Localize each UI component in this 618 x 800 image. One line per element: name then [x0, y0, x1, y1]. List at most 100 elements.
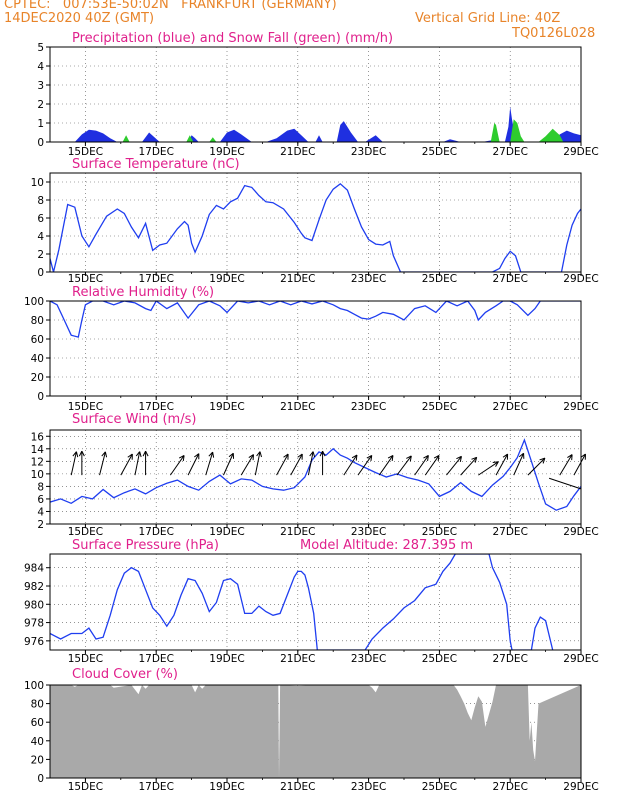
wind-arrow-shaft: [357, 455, 373, 476]
cloud-ytick-label: 60: [31, 717, 44, 729]
precip-xtick-label: 25DEC: [422, 146, 457, 158]
wind-arrow-head: [208, 451, 215, 458]
grid-line-note: Vertical Grid Line: 40Z: [415, 11, 561, 26]
wind-arrow-head: [351, 454, 358, 461]
precip-ytick-label: 5: [37, 42, 44, 54]
temp-ytick-label: 6: [37, 213, 44, 225]
wind-ytick-label: 10: [31, 469, 44, 481]
station-header: CPTEC: 007:53E-50:02N FRANKFURT (GERMANY…: [4, 0, 337, 12]
wind-arrow-head: [248, 454, 255, 461]
temp-xtick-label: 15DEC: [68, 273, 103, 285]
rh-ytick-label: 80: [31, 315, 44, 327]
cloud-xtick-label: 25DEC: [422, 781, 457, 793]
wind-arrow-shaft: [205, 451, 214, 476]
wind-arrow-head: [567, 454, 573, 461]
wind-arrow-shaft: [290, 453, 303, 476]
wind-arrow-shaft: [446, 456, 462, 476]
precip-xtick-label: 23DEC: [351, 146, 386, 158]
pressure-xtick-label: 27DEC: [492, 653, 527, 665]
cloud-xtick-label: 29DEC: [563, 781, 598, 793]
rh-xtick-label: 23DEC: [351, 401, 386, 413]
pressure-xtick-label: 25DEC: [422, 653, 457, 665]
pressure-subtitle: Model Altitude: 287.395 m: [300, 538, 473, 553]
wind-arrow-head: [518, 452, 525, 459]
wind-series-0: [50, 438, 581, 511]
cloud-frame: [49, 684, 582, 779]
wind-arrow-head: [580, 453, 586, 460]
rh-ytick-label: 100: [24, 296, 44, 308]
precip-xtick-label: 27DEC: [492, 146, 527, 158]
rh-xtick-label: 21DEC: [280, 401, 315, 413]
wind-ytick-label: 2: [37, 519, 44, 531]
wind-arrow-shaft: [223, 453, 234, 476]
rh-xtick-label: 27DEC: [492, 401, 527, 413]
rh-ytick-label: 60: [31, 334, 44, 346]
precip-series-0: [50, 106, 581, 142]
pressure-xtick-label: 15DEC: [68, 653, 103, 665]
wind-xtick-label: 29DEC: [563, 526, 598, 538]
temp-ytick-label: 4: [37, 231, 44, 243]
cloud-xtick-label: 19DEC: [209, 781, 244, 793]
temp-ytick-label: 2: [37, 249, 44, 261]
cloud-xtick-label: 27DEC: [492, 781, 527, 793]
wind-arrow-shaft: [559, 454, 573, 476]
pressure-ytick-label: 982: [24, 581, 44, 593]
precip-xtick-label: 17DEC: [138, 146, 173, 158]
wind-arrow-head: [387, 455, 394, 462]
precip-xtick-label: 19DEC: [209, 146, 244, 158]
wind-arrow-shaft: [254, 451, 261, 476]
wind-arrow-head: [423, 455, 429, 462]
precip-frame: [49, 46, 582, 143]
wind-arrow-head: [178, 455, 185, 462]
rh-frame: [49, 300, 582, 397]
wind-arrow-head: [309, 451, 316, 458]
rh-xtick-label: 17DEC: [138, 401, 173, 413]
cloud-series-0: [50, 685, 581, 778]
wind-arrow-head: [471, 456, 478, 463]
pressure-xtick-label: 19DEC: [209, 653, 244, 665]
cloud-title: Cloud Cover (%): [72, 667, 178, 682]
precip-xtick-label: 15DEC: [68, 146, 103, 158]
wind-xtick-label: 17DEC: [138, 526, 173, 538]
wind-arrow-shaft: [70, 451, 77, 476]
cloud-ytick-label: 80: [31, 699, 44, 711]
wind-arrow-head: [433, 455, 440, 462]
wind-xtick-label: 27DEC: [492, 526, 527, 538]
wind-arrow-head: [539, 457, 546, 464]
temp-xtick-label: 27DEC: [492, 273, 527, 285]
wind-arrow-shaft: [378, 455, 394, 476]
temp-frame: [49, 172, 582, 273]
precip-ytick-label: 1: [37, 118, 44, 130]
precip-ytick-label: 0: [37, 137, 44, 149]
wind-arrow-head: [142, 450, 149, 457]
temp-ytick-label: 10: [31, 177, 44, 189]
precip-ytick-label: 4: [37, 61, 44, 73]
wind-arrow-shaft: [527, 457, 546, 476]
temp-xtick-label: 17DEC: [138, 273, 173, 285]
temp-xtick-label: 19DEC: [209, 273, 244, 285]
wind-arrow-head: [492, 461, 499, 467]
wind-ytick-label: 14: [31, 444, 45, 456]
pressure-xtick-label: 29DEC: [563, 653, 598, 665]
precip-ytick-label: 3: [37, 80, 44, 92]
pressure-xtick-label: 17DEC: [138, 653, 173, 665]
precip-series-1: [50, 119, 581, 142]
rh-xtick-label: 29DEC: [563, 401, 598, 413]
wind-title: Surface Wind (m/s): [72, 412, 196, 427]
temp-ytick-label: 8: [37, 195, 44, 207]
pressure-ytick-label: 980: [24, 599, 44, 611]
pressure-title: Surface Pressure (hPa): [72, 538, 219, 553]
temp-xtick-label: 23DEC: [351, 273, 386, 285]
wind-arrow-shaft: [460, 456, 478, 476]
rh-xtick-label: 19DEC: [209, 401, 244, 413]
wind-arrow-shaft: [495, 453, 509, 476]
cloud-ytick-label: 0: [37, 773, 44, 785]
rh-xtick-label: 25DEC: [422, 401, 457, 413]
wind-arrow-head: [297, 453, 303, 460]
wind-arrow-head: [78, 450, 85, 457]
pressure-ytick-label: 984: [24, 563, 44, 575]
wind-arrow-head: [228, 452, 235, 459]
wind-xtick-label: 15DEC: [68, 526, 103, 538]
temp-xtick-label: 25DEC: [422, 273, 457, 285]
pressure-frame: [49, 553, 582, 651]
